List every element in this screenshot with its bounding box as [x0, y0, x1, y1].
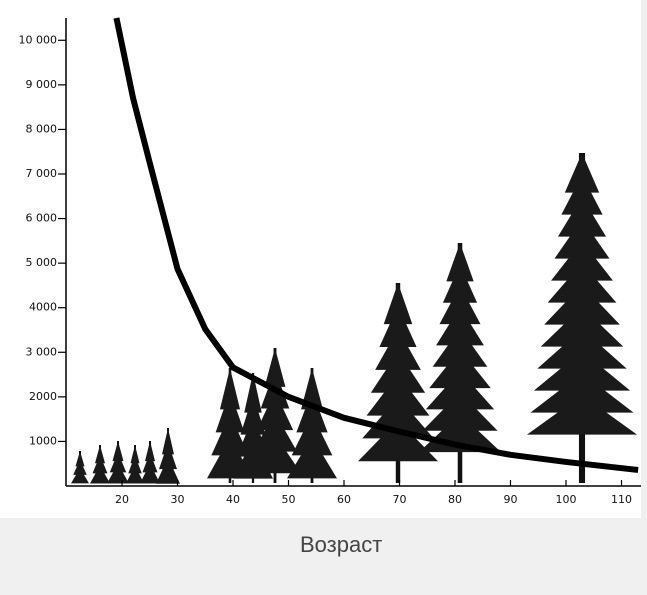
tree-crown: [446, 243, 474, 282]
tree-crown: [130, 445, 140, 464]
y-tick-label: 9 000: [26, 78, 58, 91]
tree-crown: [159, 442, 177, 470]
x-tick-label: 50: [282, 493, 296, 506]
tree-crown: [287, 437, 337, 479]
tree-crown: [551, 241, 613, 281]
tree-crown: [240, 395, 266, 435]
tree-crown: [140, 463, 160, 484]
tree-crown: [252, 412, 298, 452]
tree-crown: [73, 459, 87, 475]
y-tick-label: 3 000: [26, 345, 58, 358]
tree-crown: [95, 445, 105, 464]
tree-crown: [554, 219, 610, 259]
tree-crown: [530, 373, 634, 413]
tree-crown: [425, 371, 495, 410]
tree-crown: [432, 328, 488, 367]
tree-crown: [375, 328, 421, 370]
tree-crown: [109, 452, 127, 473]
tree-crown: [439, 285, 481, 325]
x-axis-label: Возраст: [300, 532, 383, 557]
tree-crown: [547, 263, 617, 303]
y-tick-label: 4000: [29, 301, 57, 314]
x-tick-label: 80: [448, 493, 462, 506]
tree-crown: [156, 457, 180, 484]
tree-crown: [544, 285, 620, 325]
x-tick-label: 90: [504, 493, 518, 506]
tree-crown: [296, 391, 328, 433]
tree-crown: [429, 349, 491, 389]
tree-crown: [540, 307, 624, 347]
tree-crown: [564, 153, 600, 193]
x-tick-label: 30: [171, 493, 185, 506]
tree-crown: [128, 455, 142, 474]
y-tick-label: 1000: [29, 434, 57, 447]
y-tick-label: 5 000: [26, 256, 58, 269]
tree-crown: [533, 351, 631, 391]
tree-crown: [215, 391, 245, 433]
tree-crown: [442, 264, 478, 303]
tree-crown: [370, 351, 426, 393]
tree-crown: [75, 451, 85, 467]
x-tick-label: 70: [393, 493, 407, 506]
curve: [113, 17, 639, 473]
tree-crown: [249, 434, 301, 474]
tree-crown: [301, 368, 323, 410]
tree-crown: [219, 368, 241, 410]
x-tick-label: 20: [115, 493, 129, 506]
tree-crown: [379, 305, 417, 347]
tree-crown: [145, 441, 155, 462]
x-tick-label: 110: [611, 493, 632, 506]
tree-crown: [244, 373, 262, 413]
tree-crown: [92, 455, 108, 474]
x-tick-label: 60: [337, 493, 351, 506]
tree-crown: [436, 307, 484, 346]
tree-crown: [557, 197, 607, 237]
y-tick-label: 7 000: [26, 167, 58, 180]
tree-crown: [383, 283, 413, 325]
tree-crown: [126, 465, 144, 484]
tree-crown: [527, 395, 637, 435]
tree-crown: [537, 329, 627, 369]
tree-crown: [162, 428, 174, 455]
tree-crown: [358, 420, 438, 462]
tree-crown: [264, 348, 286, 387]
tree-crown: [366, 374, 430, 416]
tree-crown: [90, 465, 110, 484]
tree-crown: [71, 468, 89, 484]
tree-crown: [142, 452, 158, 473]
tree-crown: [211, 414, 249, 456]
tree-crown: [107, 463, 129, 484]
tree-crown: [256, 391, 294, 431]
y-tick-label: 8 000: [26, 122, 58, 135]
y-tick-label: 6 000: [26, 212, 58, 225]
y-tick-label: 10 000: [19, 33, 58, 46]
tree-crown: [422, 392, 498, 431]
y-tick-label: 2000: [29, 390, 57, 403]
tree-illustrations: [71, 153, 637, 484]
tree-crown: [112, 441, 124, 462]
tree-crown: [291, 414, 333, 456]
x-tick-label: 40: [226, 493, 240, 506]
tree-crown: [561, 175, 603, 215]
x-tick-label: 100: [556, 493, 577, 506]
